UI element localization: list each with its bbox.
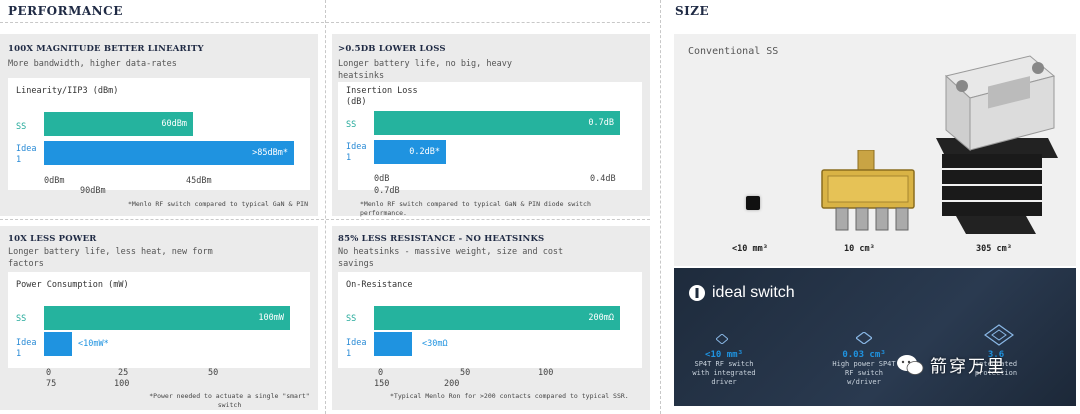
size-label-relay: 305 cm³: [976, 244, 1012, 254]
tick-label: 25: [118, 368, 129, 378]
tiny-chip-image: [746, 196, 760, 210]
row-label-ss: SS: [16, 314, 27, 324]
feature-value: 3.6: [987, 350, 1005, 360]
footnote: *Menlo RF switch compared to typical GaN…: [360, 200, 591, 217]
tick-label: 75: [46, 379, 57, 389]
feature-chip: <10 mm³ SP4T RF switch with integrated d…: [684, 350, 764, 387]
tick-label: 0dB: [374, 174, 390, 184]
feature-value: <10 mm³: [705, 350, 743, 360]
tick-label: 50: [208, 368, 219, 378]
chart-power: Power Consumption (mW) SS Idea 1 100mW <…: [8, 272, 310, 368]
tick-label: 100: [538, 368, 554, 378]
feature-module: 0.03 cm³ High power SP4T RF switch w/dri…: [822, 350, 906, 387]
row-label-idea: Idea 1: [346, 142, 367, 163]
footnote: *Power needed to actuate a single "smart…: [149, 392, 310, 409]
card-heading: 10X LESS POWER: [8, 234, 97, 244]
bar-ss: 100mW: [44, 306, 290, 330]
chart-linearity: Linearity/IIP3 (dBm) SS Idea 1 60dBm >85…: [8, 78, 310, 190]
tick-label: 45dBm: [186, 176, 212, 186]
bar-idea: >85dBm*: [44, 141, 294, 165]
bar-value-idea: <30mΩ: [422, 339, 448, 349]
card-subtitle: Longer battery life, less heat, new form…: [8, 247, 213, 269]
size-label-chip: <10 mm³: [732, 244, 768, 254]
row-label-idea: Idea 1: [16, 144, 37, 165]
watermark: 箭穿万里: [896, 352, 1006, 377]
card-resistance: 85% LESS RESISTANCE - NO HEATSINKS No he…: [332, 226, 650, 410]
tick-label: 0.4dB: [590, 174, 616, 184]
brand: ideal switch: [688, 284, 795, 302]
ideal-switch-panel: ideal switch <10 mm³ SP4T RF switch with…: [674, 268, 1076, 406]
card-subtitle: Longer battery life, no big, heavy heats…: [338, 59, 512, 81]
bar-ss: 0.7dB: [374, 111, 620, 135]
chart-resistance: On-Resistance SS Idea 1 200mΩ <30mΩ: [338, 272, 642, 368]
rf-module-image: [814, 149, 922, 238]
row-label-ss: SS: [346, 120, 357, 130]
card-heading: 100X MAGNITUDE BETTER LINEARITY: [8, 44, 204, 54]
tick-label: 200: [444, 379, 460, 389]
tick-label: 0: [46, 368, 52, 378]
performance-title: PERFORMANCE: [8, 4, 123, 18]
card-subtitle: No heatsinks - massive weight, size and …: [338, 247, 564, 269]
size-title: SIZE: [675, 4, 710, 18]
row-label-ss: SS: [16, 122, 27, 132]
tick-label: 0.7dB: [374, 186, 400, 196]
chart-title: Insertion Loss (dB): [346, 86, 418, 107]
bar-idea: 0.2dB*: [374, 140, 446, 164]
card-power: 10X LESS POWER Longer battery life, less…: [0, 226, 318, 410]
solid-state-relay-image: [926, 46, 1066, 238]
bar-idea: [374, 332, 412, 356]
conventional-label: Conventional SS: [688, 46, 779, 57]
card-subtitle: More bandwidth, higher data-rates: [8, 59, 177, 69]
watermark-text: 箭穿万里: [930, 357, 1006, 377]
ideal-switch-logo-icon: [689, 285, 705, 301]
row-label-idea: Idea 1: [346, 338, 367, 359]
divider: [660, 0, 661, 414]
bar-ss: 60dBm: [44, 112, 193, 136]
feature-desc: High power SP4T RF switch w/driver: [832, 360, 896, 386]
tick-label: 150: [374, 379, 390, 389]
card-insertion-loss: >0.5DB LOWER LOSS Longer battery life, n…: [332, 34, 650, 217]
chip-icon: [984, 324, 1014, 346]
tick-label: 0dBm: [44, 176, 65, 186]
bar-ss: 200mΩ: [374, 306, 620, 330]
feature-value: 0.03 cm³: [842, 350, 886, 360]
row-label-ss: SS: [346, 314, 357, 324]
size-comparison-panel: Conventional SS <: [674, 34, 1076, 266]
bar-idea: [44, 332, 72, 356]
chip-icon: [856, 332, 872, 344]
chip-icon: [716, 334, 728, 344]
card-linearity: 100X MAGNITUDE BETTER LINEARITY More ban…: [0, 34, 318, 216]
tick-label: 90dBm: [80, 186, 106, 196]
tick-label: 50: [460, 368, 471, 378]
footnote: *Menlo RF switch compared to typical GaN…: [128, 200, 309, 208]
chart-insertion-loss: Insertion Loss (dB) SS Idea 1 0.7dB 0.2d…: [338, 82, 642, 190]
tick-label: 0: [378, 368, 384, 378]
bar-value-idea: <10mW*: [78, 339, 109, 349]
feature-protection: 3.6 integrated protection: [954, 350, 1038, 378]
chat-bubbles-icon: [897, 354, 924, 375]
feature-desc: integrated protection: [974, 360, 1018, 377]
size-label-module: 10 cm³: [844, 244, 875, 254]
chart-title: On-Resistance: [346, 280, 413, 290]
brand-name: ideal switch: [712, 284, 795, 301]
tick-label: 100: [114, 379, 130, 389]
chart-title: Power Consumption (mW): [16, 280, 129, 290]
divider: [0, 219, 650, 220]
card-heading: >0.5DB LOWER LOSS: [338, 44, 446, 54]
row-label-idea: Idea 1: [16, 338, 37, 359]
chart-title: Linearity/IIP3 (dBm): [16, 86, 119, 96]
card-heading: 85% LESS RESISTANCE - NO HEATSINKS: [338, 234, 545, 244]
divider: [0, 22, 650, 23]
feature-desc: SP4T RF switch with integrated driver: [692, 360, 756, 386]
footnote: *Typical Menlo Ron for >200 contacts com…: [390, 392, 629, 400]
divider: [325, 0, 326, 414]
